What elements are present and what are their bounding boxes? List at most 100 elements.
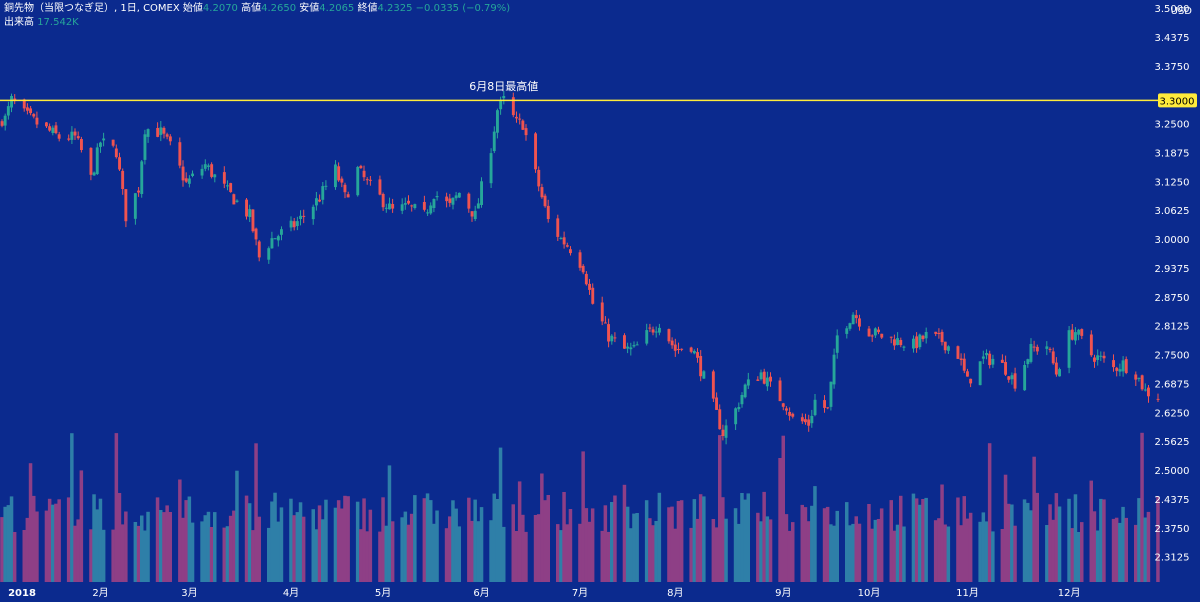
candle xyxy=(429,202,433,215)
candle xyxy=(800,413,804,424)
volume-bar xyxy=(521,514,525,582)
candle-body xyxy=(807,419,811,426)
candle-body xyxy=(35,117,39,125)
candle-body xyxy=(222,172,226,184)
volume-bar xyxy=(733,508,738,582)
candle-body xyxy=(1074,332,1077,341)
candle xyxy=(489,148,493,188)
candle xyxy=(1000,354,1004,363)
candle-body xyxy=(873,328,877,336)
volume-bar xyxy=(400,517,404,582)
candle-body xyxy=(340,178,344,183)
candle-body xyxy=(102,138,106,141)
volume-bar xyxy=(1118,522,1122,582)
candle xyxy=(457,192,461,198)
candle-body xyxy=(756,379,760,381)
resistance-line-tag[interactable] xyxy=(1158,93,1197,108)
candle-body xyxy=(337,166,341,181)
candle-body xyxy=(489,153,493,184)
legend-symbol[interactable]: 銅先物（当限つなぎ足）, 1日, COMEX xyxy=(4,3,180,14)
time-tick-label: 5月 xyxy=(375,587,391,599)
time-axis[interactable]: 2018 2月 3月 4月 5月 6月 7月 8月 9月 10月 11月 12月 xyxy=(8,587,1080,599)
price-tick-label: 2.6250 xyxy=(1155,408,1190,419)
price-tick-label: 2.9375 xyxy=(1155,264,1190,275)
candle xyxy=(1070,324,1074,341)
candle-body xyxy=(435,196,439,198)
volume-bar xyxy=(835,510,839,582)
candle xyxy=(362,165,366,181)
candle-body xyxy=(851,314,855,325)
candle xyxy=(410,204,414,212)
candle xyxy=(947,345,950,354)
volume-bars xyxy=(0,432,1160,582)
candle xyxy=(896,332,899,346)
volume-bar xyxy=(765,516,770,582)
candle-body xyxy=(45,122,48,127)
candle xyxy=(226,180,229,191)
price-axis[interactable]: 2.3125 2.3750 2.4375 2.5000 2.5625 2.6250 2.68… xyxy=(1155,4,1190,564)
candle xyxy=(966,368,969,377)
volume-bar xyxy=(473,499,477,582)
legend-close-value: 4.2325 xyxy=(377,3,413,14)
candle-body xyxy=(0,121,4,126)
candle xyxy=(734,407,738,430)
volume-bar xyxy=(937,518,941,582)
currency-unit[interactable]: USD xyxy=(1170,6,1192,17)
candle xyxy=(143,129,147,165)
volume-bar xyxy=(803,507,808,582)
price-tick-label: 2.8750 xyxy=(1155,293,1190,304)
candle-body xyxy=(769,376,772,382)
legend-open-value: 4.2070 xyxy=(202,3,238,14)
volume-bar xyxy=(965,518,970,582)
candle-body xyxy=(365,179,369,181)
candle xyxy=(432,198,436,213)
candle xyxy=(400,198,404,215)
candle-body xyxy=(880,333,884,338)
candle xyxy=(823,395,826,413)
candle xyxy=(912,335,915,353)
volume-bar xyxy=(578,523,582,582)
candle-body xyxy=(658,327,661,333)
candle-body xyxy=(692,351,696,354)
volume-bar xyxy=(32,495,36,582)
volume-bar xyxy=(590,508,595,582)
volume-bar xyxy=(267,527,271,582)
volume-bar xyxy=(359,529,363,582)
candle-body xyxy=(359,165,363,169)
candle xyxy=(51,125,55,136)
volume-bar xyxy=(295,512,300,582)
candle-body xyxy=(667,329,671,342)
candle xyxy=(651,326,655,336)
candle-body xyxy=(746,379,750,386)
candle-body xyxy=(121,170,125,189)
candle xyxy=(607,318,610,348)
candle xyxy=(467,192,471,213)
candle xyxy=(26,103,29,115)
candle xyxy=(124,189,128,228)
volume-bar xyxy=(444,528,449,582)
candle xyxy=(156,122,160,138)
candle-body xyxy=(232,194,236,205)
candle xyxy=(769,372,772,387)
volume-bar xyxy=(117,493,122,582)
candle-body xyxy=(610,335,614,342)
volume-bar xyxy=(606,531,611,582)
horizontal-line-layer[interactable]: 3.3000 xyxy=(0,93,1197,108)
candle-body xyxy=(1112,360,1115,368)
volume-bar xyxy=(956,497,960,582)
volume-bar xyxy=(851,523,855,582)
candle xyxy=(213,173,217,183)
candle xyxy=(1007,376,1011,383)
candle xyxy=(70,126,74,144)
candle xyxy=(565,242,569,248)
candle-body xyxy=(181,166,185,181)
candle xyxy=(832,348,836,389)
volume-bar xyxy=(914,498,919,582)
volume-bar xyxy=(0,517,4,582)
volume-bar xyxy=(409,513,414,582)
candle-body xyxy=(985,353,988,356)
volume-bar xyxy=(695,518,700,582)
volume-bar xyxy=(517,481,522,582)
candle xyxy=(880,333,884,339)
